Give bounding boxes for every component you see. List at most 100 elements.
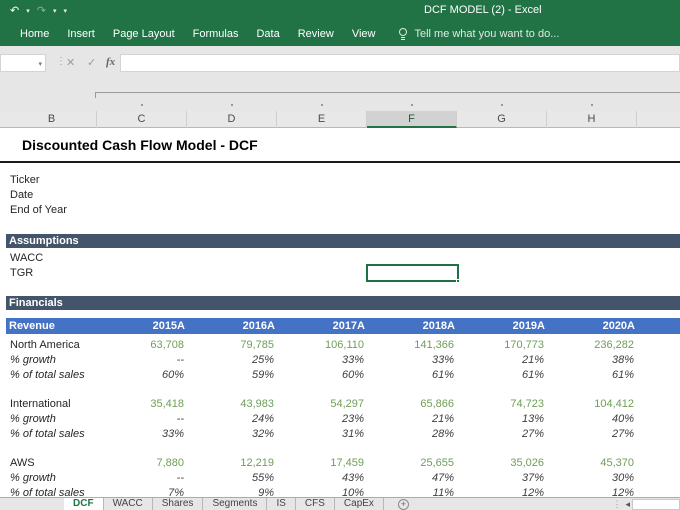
value-cell[interactable]: 236,282 bbox=[594, 339, 634, 351]
qat-customize-icon[interactable]: ▾ bbox=[63, 8, 67, 15]
ribbon-tab-review[interactable]: Review bbox=[297, 28, 334, 40]
value-cell[interactable]: 55% bbox=[251, 472, 274, 484]
value-cell[interactable]: -- bbox=[176, 472, 184, 484]
sheet-tab-capex[interactable]: CapEx bbox=[335, 498, 384, 510]
value-cell[interactable]: 106,110 bbox=[325, 339, 364, 351]
column-header-E[interactable]: E bbox=[277, 111, 367, 128]
scroll-left-icon[interactable]: ◂ bbox=[625, 498, 630, 509]
value-cell[interactable]: 27% bbox=[521, 428, 544, 440]
value-cell[interactable]: 60% bbox=[341, 369, 364, 381]
enter-icon[interactable]: ✓ bbox=[87, 57, 97, 69]
value-cell[interactable]: 47% bbox=[431, 472, 454, 484]
sheet-tab-cfs[interactable]: CFS bbox=[296, 498, 335, 510]
value-cell[interactable]: 7% bbox=[168, 487, 184, 497]
value-cell[interactable]: 32% bbox=[251, 428, 274, 440]
column-header-H[interactable]: H bbox=[547, 111, 637, 128]
value-cell[interactable]: 104,412 bbox=[594, 398, 634, 410]
ribbon-tab-formulas[interactable]: Formulas bbox=[192, 28, 239, 40]
cancel-icon[interactable]: ✕ bbox=[66, 57, 76, 69]
value-cell[interactable]: 60% bbox=[161, 369, 184, 381]
title-bar: ↶ ▾ ↷ ▾ ▾ DCF MODEL (2) - Excel bbox=[0, 0, 680, 22]
value-cell[interactable]: 35,026 bbox=[510, 457, 544, 469]
value-cell[interactable]: 12,219 bbox=[240, 457, 274, 469]
redo-dropdown-icon[interactable]: ▾ bbox=[52, 8, 57, 15]
label-end-of-year: End of Year bbox=[10, 204, 67, 216]
selected-cell[interactable] bbox=[366, 264, 460, 283]
value-cell[interactable]: 12% bbox=[521, 487, 544, 497]
sheet-tab-segments[interactable]: Segments bbox=[203, 498, 268, 510]
insert-function-icon[interactable]: fx bbox=[106, 56, 116, 68]
value-cell[interactable]: 59% bbox=[251, 369, 274, 381]
ribbon-tab-page-layout[interactable]: Page Layout bbox=[112, 28, 175, 40]
tell-me-box[interactable]: Tell me what you want to do... bbox=[398, 27, 559, 41]
value-cell[interactable]: 24% bbox=[251, 413, 274, 425]
value-cell[interactable]: 65,866 bbox=[420, 398, 454, 410]
value-cell[interactable]: 9% bbox=[258, 487, 274, 497]
value-cell[interactable]: 33% bbox=[161, 428, 184, 440]
sheet-tab-is[interactable]: IS bbox=[267, 498, 296, 510]
value-cell[interactable]: 21% bbox=[521, 354, 544, 366]
value-cell[interactable]: 74,723 bbox=[510, 398, 544, 410]
new-sheet-button[interactable]: + bbox=[397, 498, 409, 510]
column-header-G[interactable]: G bbox=[457, 111, 547, 128]
title-underline bbox=[0, 161, 680, 163]
column-header-B[interactable]: B bbox=[7, 111, 97, 128]
value-cell[interactable]: 33% bbox=[341, 354, 364, 366]
value-cell[interactable]: 43% bbox=[341, 472, 364, 484]
column-header-F[interactable]: F bbox=[367, 111, 457, 128]
value-cell[interactable]: 17,459 bbox=[330, 457, 364, 469]
value-cell[interactable]: 30% bbox=[611, 472, 634, 484]
value-cell[interactable]: 25,655 bbox=[420, 457, 454, 469]
worksheet-grid[interactable]: Discounted Cash Flow Model - DCF Ticker … bbox=[0, 128, 680, 497]
value-cell[interactable]: 40% bbox=[611, 413, 634, 425]
value-cell[interactable]: 141,366 bbox=[414, 339, 454, 351]
tab-bar-resize-dots[interactable]: ⋮ bbox=[612, 498, 622, 509]
column-header-C[interactable]: C bbox=[97, 111, 187, 128]
name-box-dropdown-icon[interactable]: ▾ bbox=[38, 61, 42, 68]
value-cell[interactable]: 7,880 bbox=[156, 457, 184, 469]
ribbon-tab-home[interactable]: Home bbox=[20, 28, 50, 40]
ribbon-tab-view[interactable]: View bbox=[351, 28, 376, 40]
value-cell[interactable]: 45,370 bbox=[600, 457, 634, 469]
formula-input[interactable] bbox=[120, 54, 680, 72]
value-cell[interactable]: 54,297 bbox=[330, 398, 364, 410]
sheet-tab-wacc[interactable]: WACC bbox=[104, 498, 153, 510]
fill-handle[interactable] bbox=[456, 279, 460, 283]
horizontal-scrollbar[interactable] bbox=[632, 498, 680, 510]
value-cell[interactable]: 37% bbox=[521, 472, 544, 484]
value-cell[interactable]: 21% bbox=[431, 413, 454, 425]
value-cell[interactable]: 12% bbox=[611, 487, 634, 497]
value-cell[interactable]: 63,708 bbox=[150, 339, 184, 351]
sheet-tab-bar: DCF WACC Shares Segments IS CFS CapEx + ⋮ ◂ bbox=[0, 497, 680, 510]
value-cell[interactable]: 79,785 bbox=[240, 339, 274, 351]
column-header-D[interactable]: D bbox=[187, 111, 277, 128]
redo-icon[interactable]: ↷ bbox=[36, 5, 46, 17]
value-cell[interactable]: -- bbox=[176, 413, 184, 425]
value-cell[interactable]: 28% bbox=[431, 428, 454, 440]
undo-icon[interactable]: ↶ bbox=[10, 5, 20, 17]
value-cell[interactable]: 61% bbox=[431, 369, 454, 381]
value-cell[interactable]: 23% bbox=[341, 413, 364, 425]
value-cell[interactable]: 27% bbox=[611, 428, 634, 440]
name-box[interactable]: ▾ bbox=[0, 54, 46, 72]
ribbon-tab-data[interactable]: Data bbox=[256, 28, 280, 40]
value-cell[interactable]: -- bbox=[176, 354, 184, 366]
value-cell[interactable]: 61% bbox=[521, 369, 544, 381]
value-cell[interactable]: 43,983 bbox=[240, 398, 274, 410]
value-cell[interactable]: 38% bbox=[611, 354, 634, 366]
value-cell[interactable]: 61% bbox=[611, 369, 634, 381]
ribbon-tab-insert[interactable]: Insert bbox=[67, 28, 95, 40]
column-group-bracket[interactable] bbox=[95, 92, 680, 93]
year-header-2016A: 2016A bbox=[242, 320, 275, 332]
value-cell[interactable]: 25% bbox=[251, 354, 274, 366]
value-cell[interactable]: 13% bbox=[521, 413, 544, 425]
value-cell[interactable]: 33% bbox=[431, 354, 454, 366]
value-cell[interactable]: 10% bbox=[341, 487, 364, 497]
value-cell[interactable]: 170,773 bbox=[504, 339, 544, 351]
value-cell[interactable]: 35,418 bbox=[150, 398, 184, 410]
sheet-tab-shares[interactable]: Shares bbox=[153, 498, 204, 510]
value-cell[interactable]: 11% bbox=[432, 487, 454, 497]
undo-dropdown-icon[interactable]: ▾ bbox=[26, 8, 30, 15]
sheet-tab-dcf[interactable]: DCF bbox=[64, 498, 104, 510]
value-cell[interactable]: 31% bbox=[341, 428, 364, 440]
